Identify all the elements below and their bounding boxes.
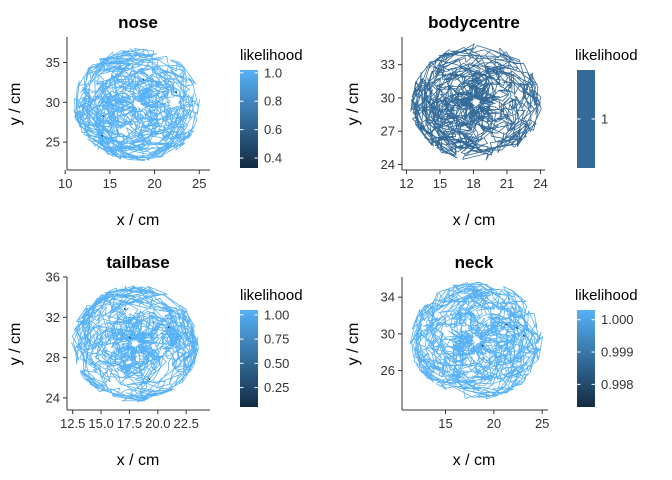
x-tick-label: 12.5 (60, 416, 85, 431)
y-tick-label: 33 (381, 57, 395, 72)
legend-tick-label: 1.0 (264, 65, 282, 80)
low-likelihood-segment (505, 323, 508, 326)
legend-tick-label: 0.8 (264, 94, 282, 109)
legend-tick-label: 1.000 (601, 312, 634, 327)
low-likelihood-segment (128, 336, 132, 339)
y-axis-title: y / cm (7, 83, 24, 126)
y-tick-label: 30 (381, 90, 395, 105)
trajectory-line (410, 43, 542, 161)
legend-tick-label: 0.25 (264, 380, 289, 395)
legend-tick-label: 0.6 (264, 122, 282, 137)
x-tick-label: 15 (103, 176, 117, 191)
trajectory-line (409, 282, 544, 400)
low-likelihood-segment (102, 114, 105, 118)
x-axis-title: x / cm (453, 452, 496, 469)
legend-title: likelihood (575, 47, 638, 64)
x-tick-label: 15.0 (88, 416, 113, 431)
y-tick-label: 35 (46, 55, 60, 70)
low-likelihood-segment (522, 334, 526, 337)
legend-tick-label: 0.4 (264, 151, 282, 166)
y-axis-title: y / cm (345, 323, 362, 366)
colorbar (577, 310, 595, 407)
x-tick-label: 25 (535, 416, 549, 431)
legend-tick-label: 0.50 (264, 356, 289, 371)
y-tick-label: 24 (46, 390, 60, 405)
x-axis-title: x / cm (453, 212, 496, 229)
y-tick-label: 30 (381, 326, 395, 341)
legend-title: likelihood (240, 47, 303, 64)
panel-title: nose (118, 13, 158, 32)
legend-title: likelihood (240, 287, 303, 304)
trajectory-line (71, 285, 199, 402)
y-tick-label: 32 (46, 310, 60, 325)
y-tick-label: 36 (46, 270, 60, 285)
colorbar (240, 70, 258, 168)
panel-bodycentre: bodycentre x / cm y / cm likelihood 12 15… (345, 13, 638, 229)
low-likelihood-segment (142, 78, 145, 82)
x-tick-label: 20 (487, 416, 501, 431)
y-axis-title: y / cm (7, 323, 24, 366)
colorbar (577, 70, 595, 168)
x-axis-title: x / cm (117, 452, 160, 469)
x-tick-label: 25 (192, 176, 206, 191)
x-tick-label: 18 (466, 176, 480, 191)
legend-title: likelihood (575, 287, 638, 304)
legend-tick-label: 1 (601, 112, 608, 127)
legend-tick-label: 1.00 (264, 307, 289, 322)
low-likelihood-segment (101, 134, 104, 137)
y-tick-label: 27 (381, 124, 395, 139)
x-tick-label: 24 (533, 176, 547, 191)
panel-tailbase: tailbase x / cm y / cm likelihood 12.5 15… (7, 253, 303, 469)
y-tick-label: 34 (381, 290, 395, 305)
panel-nose: nose x / cm y / cm likelihood 10 15 20 25 25… (7, 13, 303, 229)
low-likelihood-segment (167, 326, 170, 329)
panel-title: bodycentre (428, 13, 520, 32)
x-tick-label: 21 (500, 176, 514, 191)
legend-tick-label: 0.999 (601, 345, 634, 360)
trajectory-line (73, 48, 200, 162)
low-likelihood-segment (516, 326, 519, 329)
legend-tick-label: 0.75 (264, 332, 289, 347)
x-tick-label: 22.5 (174, 416, 199, 431)
low-likelihood-segment (148, 377, 151, 381)
x-tick-label: 20.0 (145, 416, 170, 431)
panel-title: tailbase (106, 253, 169, 272)
x-tick-label: 15 (433, 176, 447, 191)
x-tick-label: 12 (399, 176, 413, 191)
colorbar (240, 310, 258, 407)
x-axis-title: x / cm (117, 212, 160, 229)
x-tick-label: 10 (58, 176, 72, 191)
legend-tick-label: 0.998 (601, 377, 634, 392)
low-likelihood-segment (174, 91, 178, 94)
panel-title: neck (455, 253, 494, 272)
y-axis-title: y / cm (345, 83, 362, 126)
y-tick-label: 30 (46, 95, 60, 110)
y-tick-label: 24 (381, 157, 395, 172)
low-likelihood-segment (123, 307, 126, 310)
x-tick-label: 20 (147, 176, 161, 191)
low-likelihood-segment (481, 344, 484, 347)
x-tick-label: 15 (438, 416, 452, 431)
y-tick-label: 25 (46, 135, 60, 150)
x-tick-label: 17.5 (117, 416, 142, 431)
panel-neck: neck x / cm y / cm likelihood 15 20 25 26 30… (345, 253, 638, 469)
y-tick-label: 28 (46, 350, 60, 365)
y-tick-label: 26 (381, 363, 395, 378)
